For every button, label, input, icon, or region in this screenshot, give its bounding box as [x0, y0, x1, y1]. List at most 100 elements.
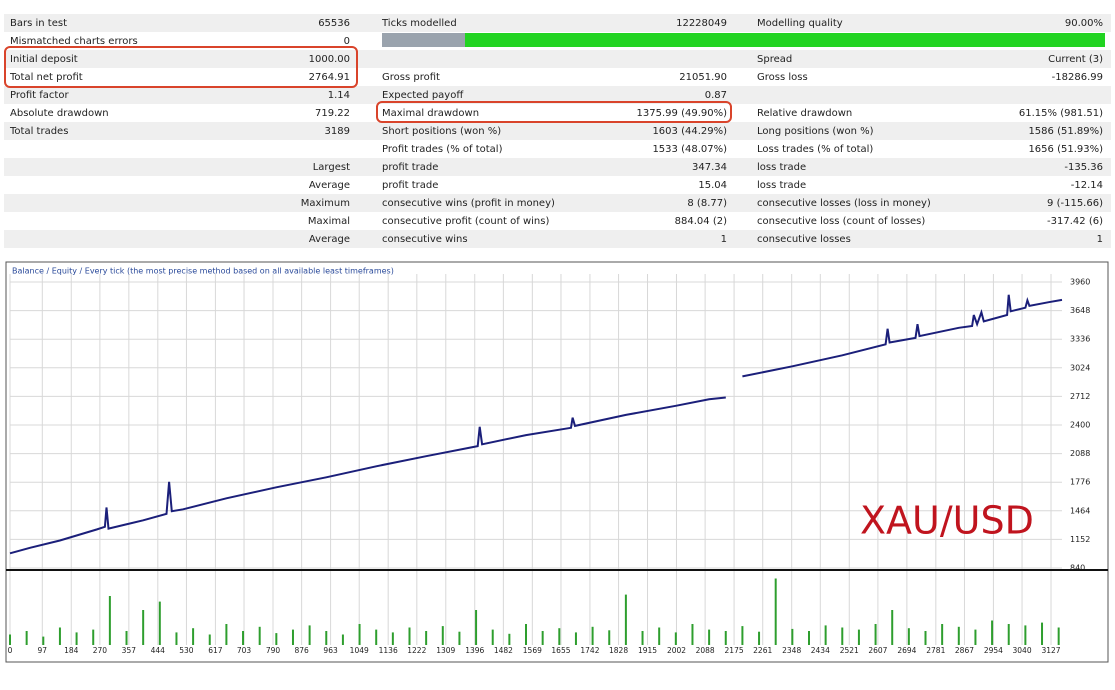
- y-tick-label: 1152: [1070, 535, 1090, 544]
- x-tick-label: 617: [208, 646, 223, 655]
- table-cell: consecutive losses: [757, 234, 851, 245]
- y-tick-label: 3024: [1070, 363, 1090, 372]
- table-cell: Maximal: [308, 216, 350, 227]
- highlight-box: [376, 101, 732, 123]
- x-tick-label: 1828: [609, 646, 628, 655]
- table-cell: Maximal drawdown: [382, 108, 479, 119]
- x-tick-label: 2694: [897, 646, 916, 655]
- table-cell: Loss trades (% of total): [757, 144, 873, 155]
- table-cell: Total net profit: [9, 72, 83, 83]
- table-cell: -18286.99: [1052, 72, 1103, 83]
- y-tick-label: 2712: [1070, 392, 1090, 401]
- table-cell: 1586 (51.89%): [1028, 126, 1103, 137]
- x-tick-label: 3127: [1041, 646, 1060, 655]
- table-cell: 8 (8.77): [687, 198, 727, 209]
- table-cell: Bars in test: [10, 18, 67, 29]
- y-tick-label: 840: [1070, 564, 1085, 573]
- table-cell: loss trade: [757, 162, 806, 173]
- table-cell: 3189: [325, 126, 350, 137]
- table-row: [4, 14, 1111, 32]
- y-tick-label: 2088: [1070, 449, 1090, 458]
- table-row: [4, 50, 1111, 68]
- table-cell: 719.22: [315, 108, 350, 119]
- y-tick-label: 3648: [1070, 306, 1090, 315]
- table-cell: Short positions (won %): [382, 126, 501, 137]
- x-tick-label: 1742: [580, 646, 599, 655]
- table-row: [4, 230, 1111, 248]
- x-tick-label: 2002: [667, 646, 686, 655]
- chart-frame: [5, 261, 1109, 663]
- table-cell: 1656 (51.93%): [1028, 144, 1103, 155]
- table-cell: 1375.99 (49.90%): [637, 108, 728, 119]
- progress-fill: [465, 33, 1105, 47]
- table-row: [4, 86, 1111, 104]
- table-cell: 61.15% (981.51): [1019, 108, 1103, 119]
- x-tick-label: 3040: [1013, 646, 1032, 655]
- table-cell: Average: [309, 180, 350, 191]
- x-tick-label: 1569: [523, 646, 542, 655]
- x-tick-label: 1049: [350, 646, 369, 655]
- table-cell: Spread: [757, 54, 792, 65]
- y-tick-label: 3960: [1070, 278, 1090, 287]
- progress-track: [382, 33, 465, 47]
- table-cell: 347.34: [692, 162, 727, 173]
- x-tick-label: 0: [8, 646, 13, 655]
- table-cell: -317.42 (6): [1047, 216, 1103, 227]
- chart-title: Balance / Equity / Every tick (the most …: [12, 267, 394, 276]
- x-tick-label: 2781: [926, 646, 945, 655]
- x-tick-label: 184: [64, 646, 79, 655]
- table-cell: Profit factor: [10, 90, 69, 101]
- table-row: [4, 212, 1111, 230]
- table-cell: Maximum: [301, 198, 350, 209]
- x-tick-label: 2348: [782, 646, 801, 655]
- table-cell: Initial deposit: [10, 54, 78, 65]
- table-cell: 15.04: [698, 180, 727, 191]
- table-cell: consecutive wins (profit in money): [382, 198, 555, 209]
- table-cell: 884.04 (2): [675, 216, 727, 227]
- table-cell: Ticks modelled: [381, 18, 457, 29]
- x-tick-label: 1136: [379, 646, 398, 655]
- table-cell: Total trades: [9, 126, 68, 137]
- highlight-box: [4, 46, 358, 88]
- y-tick-label: 3336: [1070, 335, 1090, 344]
- x-tick-label: 790: [266, 646, 281, 655]
- x-tick-label: 357: [122, 646, 137, 655]
- x-tick-label: 2607: [868, 646, 887, 655]
- table-cell: Long positions (won %): [757, 126, 874, 137]
- table-cell: 1.14: [328, 90, 350, 101]
- table-cell: Profit trades (% of total): [382, 144, 503, 155]
- table-cell: Gross profit: [382, 72, 440, 83]
- x-tick-label: 1482: [494, 646, 513, 655]
- table-cell: 9 (-115.66): [1047, 198, 1103, 209]
- table-cell: -12.14: [1071, 180, 1103, 191]
- table-row: [4, 122, 1111, 140]
- x-tick-label: 1309: [436, 646, 455, 655]
- table-cell: profit trade: [382, 162, 438, 173]
- table-row: [4, 158, 1111, 176]
- table-cell: consecutive loss (count of losses): [757, 216, 925, 227]
- x-tick-label: 1655: [551, 646, 570, 655]
- x-tick-label: 270: [93, 646, 108, 655]
- y-tick-label: 1776: [1070, 478, 1090, 487]
- table-row: [4, 194, 1111, 212]
- chart: 840 1152 1464 1776 2088 2400 2712 3024 3336 3648 3…: [6, 274, 1108, 655]
- table-cell: Expected payoff: [382, 90, 464, 101]
- x-tick-label: 703: [237, 646, 252, 655]
- x-tick-label: 2521: [840, 646, 859, 655]
- table-cell: Modelling quality: [757, 18, 843, 29]
- table-cell: Gross loss: [757, 72, 808, 83]
- x-tick-label: 1396: [465, 646, 484, 655]
- table-cell: -135.36: [1064, 162, 1103, 173]
- table-cell: Relative drawdown: [757, 108, 852, 119]
- report-table: Bars in test 65536 Ticks modelled 12228049 M…: [4, 14, 1111, 248]
- table-cell: consecutive profit (count of wins): [382, 216, 549, 227]
- x-tick-label: 876: [294, 646, 309, 655]
- x-tick-label: 444: [151, 646, 166, 655]
- table-cell: 0.87: [705, 90, 727, 101]
- x-tick-label: 2175: [725, 646, 744, 655]
- x-tick-label: 2434: [811, 646, 830, 655]
- table-cell: 1603 (44.29%): [652, 126, 727, 137]
- table-row: [4, 104, 1111, 122]
